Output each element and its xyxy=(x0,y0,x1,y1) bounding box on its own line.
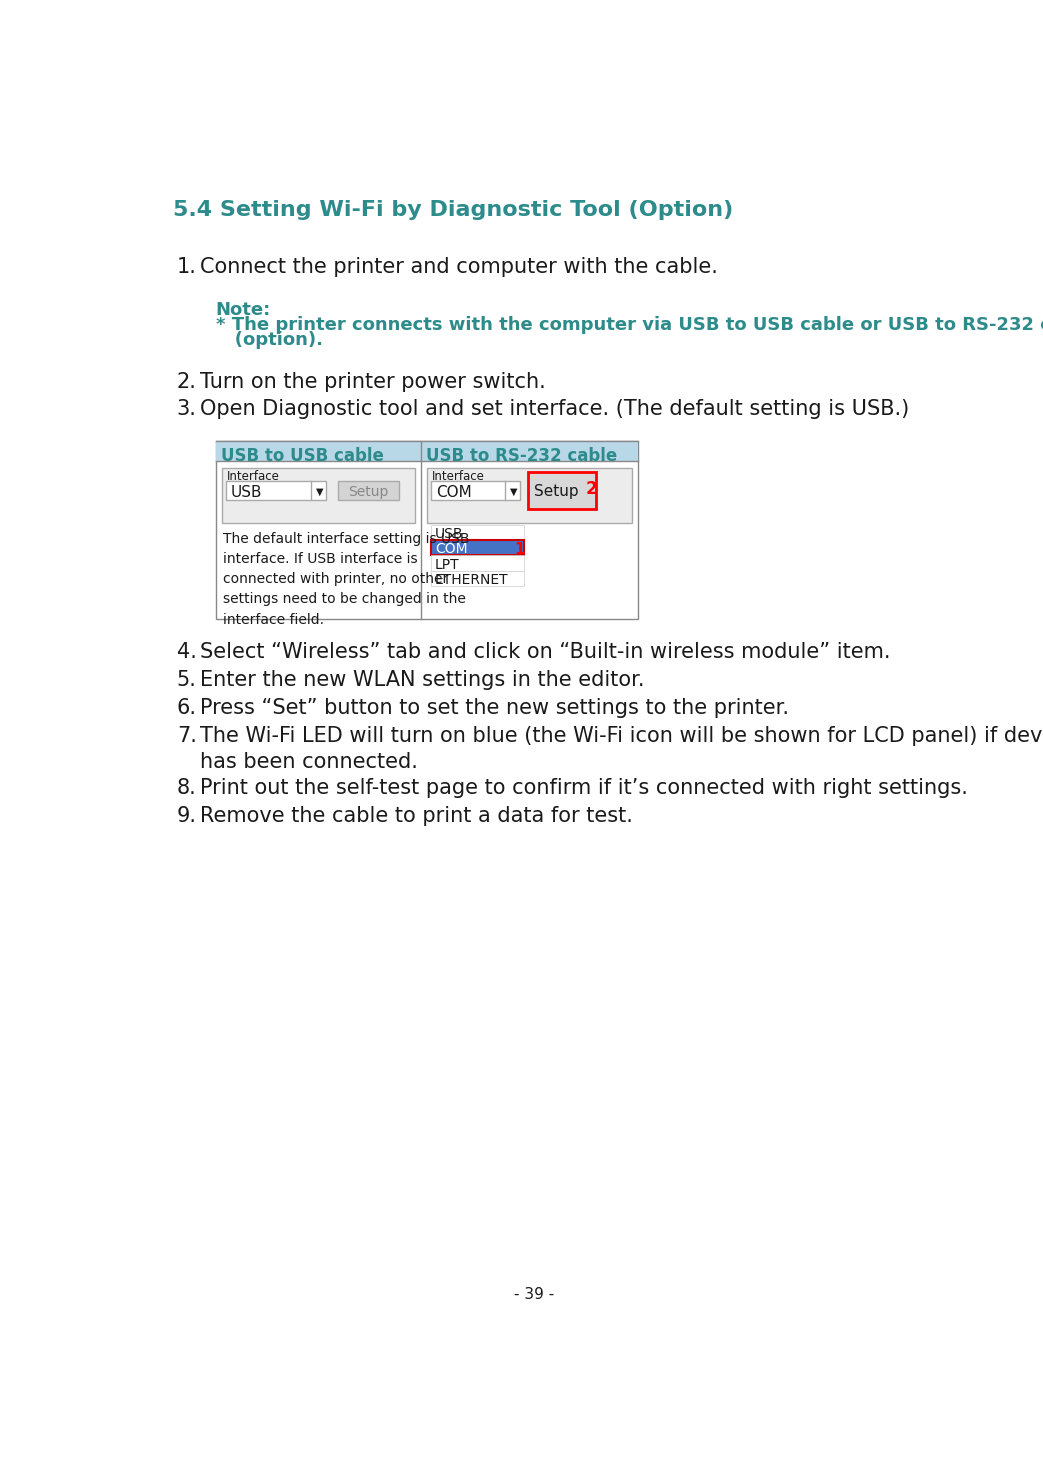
Bar xyxy=(338,482,398,500)
Bar xyxy=(431,541,524,555)
Text: 5.4 Setting Wi-Fi by Diagnostic Tool (Option): 5.4 Setting Wi-Fi by Diagnostic Tool (Op… xyxy=(173,201,733,220)
Text: ▼: ▼ xyxy=(510,486,517,497)
Text: LPT: LPT xyxy=(435,558,460,571)
Text: COM: COM xyxy=(435,542,467,557)
Text: 2.: 2. xyxy=(177,372,197,393)
Text: 9.: 9. xyxy=(177,806,197,826)
Bar xyxy=(428,467,632,523)
Text: 3.: 3. xyxy=(177,398,197,419)
Text: COM: COM xyxy=(436,485,471,501)
Text: Press “Set” button to set the new settings to the printer.: Press “Set” button to set the new settin… xyxy=(200,697,790,718)
Text: Interface: Interface xyxy=(226,470,280,483)
Bar xyxy=(528,472,597,510)
Text: 6.: 6. xyxy=(177,697,197,718)
Bar xyxy=(431,482,520,500)
Text: The Wi-Fi LED will turn on blue (the Wi-Fi icon will be shown for LCD panel) if : The Wi-Fi LED will turn on blue (the Wi-… xyxy=(200,725,1043,746)
Text: The default interface setting is USB
interface. If USB interface is
connected wi: The default interface setting is USB int… xyxy=(223,532,470,627)
Text: 1: 1 xyxy=(515,542,526,557)
Text: Setup: Setup xyxy=(348,485,388,500)
Text: 4.: 4. xyxy=(177,642,197,662)
Text: USB: USB xyxy=(435,527,463,541)
Text: has been connected.: has been connected. xyxy=(200,752,418,772)
Text: 5.: 5. xyxy=(177,670,197,690)
Text: Enter the new WLAN settings in the editor.: Enter the new WLAN settings in the edito… xyxy=(200,670,645,690)
Text: Select “Wireless” tab and click on “Built-in wireless module” item.: Select “Wireless” tab and click on “Buil… xyxy=(200,642,891,662)
Text: Print out the self-test page to confirm if it’s connected with right settings.: Print out the self-test page to confirm … xyxy=(200,778,968,798)
Text: Connect the printer and computer with the cable.: Connect the printer and computer with th… xyxy=(200,256,718,277)
Text: Remove the cable to print a data for test.: Remove the cable to print a data for tes… xyxy=(200,806,633,826)
Text: 8.: 8. xyxy=(177,778,197,798)
Text: USB: USB xyxy=(231,485,262,501)
Text: Open Diagnostic tool and set interface. (The default setting is USB.): Open Diagnostic tool and set interface. … xyxy=(200,398,909,419)
Bar xyxy=(216,441,421,461)
Text: * The printer connects with the computer via USB to USB cable or USB to RS-232 c: * The printer connects with the computer… xyxy=(216,316,1043,334)
Bar xyxy=(431,555,524,571)
Text: (option).: (option). xyxy=(216,331,322,349)
Text: Setup: Setup xyxy=(534,483,578,498)
Text: 2: 2 xyxy=(585,481,597,498)
Text: - 39 -: - 39 - xyxy=(514,1286,554,1302)
Bar xyxy=(421,441,638,461)
Text: ETHERNET: ETHERNET xyxy=(435,573,509,587)
Text: Interface: Interface xyxy=(432,470,485,483)
Text: 1.: 1. xyxy=(177,256,197,277)
Bar xyxy=(225,482,326,500)
Bar xyxy=(222,467,415,523)
Bar xyxy=(431,571,524,586)
Text: USB to USB cable: USB to USB cable xyxy=(221,447,384,464)
Text: Turn on the printer power switch.: Turn on the printer power switch. xyxy=(200,372,545,393)
Text: USB to RS-232 cable: USB to RS-232 cable xyxy=(427,447,617,464)
Bar xyxy=(216,441,638,618)
Bar xyxy=(431,524,524,541)
Text: Note:: Note: xyxy=(216,300,271,318)
Text: 7.: 7. xyxy=(177,725,197,746)
Text: ▼: ▼ xyxy=(316,486,324,497)
